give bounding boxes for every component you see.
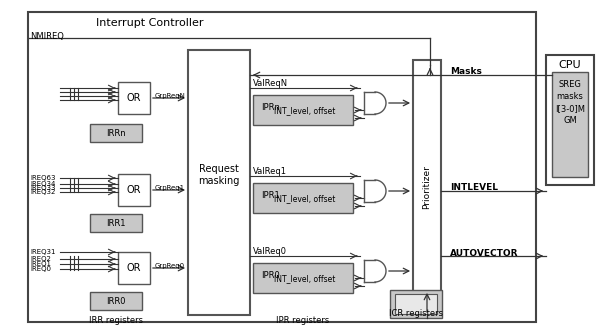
- Text: OR: OR: [127, 93, 141, 103]
- Text: IREQ1: IREQ1: [30, 261, 51, 267]
- Bar: [395, 294, 437, 314]
- Text: CPU: CPU: [559, 60, 581, 70]
- Text: IPR registers: IPR registers: [277, 316, 329, 325]
- Text: GrpReq1: GrpReq1: [155, 185, 185, 191]
- Text: SREG: SREG: [559, 80, 581, 89]
- Text: ValReq1: ValReq1: [253, 167, 287, 176]
- Text: ValReqN: ValReqN: [253, 79, 288, 89]
- Polygon shape: [364, 92, 386, 114]
- Text: GrpReqN: GrpReqN: [155, 93, 186, 99]
- Text: Interrupt Controller: Interrupt Controller: [96, 18, 204, 28]
- Text: GM: GM: [563, 116, 577, 125]
- Text: IPRn: IPRn: [261, 103, 280, 112]
- Text: OR: OR: [127, 263, 141, 273]
- Bar: [253, 95, 353, 125]
- Text: INT_level, offset: INT_level, offset: [274, 275, 335, 284]
- Bar: [118, 174, 150, 206]
- Bar: [118, 252, 150, 284]
- Text: INTLEVEL: INTLEVEL: [450, 183, 498, 192]
- Bar: [253, 183, 353, 213]
- Bar: [28, 12, 536, 322]
- Text: masks: masks: [557, 92, 583, 101]
- Polygon shape: [364, 180, 386, 202]
- Text: OR: OR: [127, 185, 141, 195]
- Bar: [188, 50, 250, 315]
- Text: IPR1: IPR1: [261, 191, 280, 200]
- Polygon shape: [364, 260, 386, 282]
- Text: Prioritizer: Prioritizer: [422, 165, 431, 209]
- Bar: [390, 290, 442, 318]
- Text: IREQ32: IREQ32: [30, 189, 55, 195]
- Text: Masks: Masks: [450, 67, 482, 76]
- Text: IREQ34: IREQ34: [30, 181, 55, 187]
- Text: IREQ0: IREQ0: [30, 266, 51, 272]
- Text: IRR registers: IRR registers: [89, 316, 143, 325]
- Bar: [552, 72, 588, 177]
- Text: IPR0: IPR0: [261, 271, 280, 280]
- Text: Request
masking: Request masking: [199, 164, 239, 186]
- Text: NMIREQ: NMIREQ: [30, 31, 64, 40]
- Bar: [253, 263, 353, 293]
- Bar: [90, 292, 142, 310]
- Bar: [413, 60, 441, 315]
- Text: ICR registers: ICR registers: [389, 309, 443, 318]
- Bar: [546, 55, 594, 185]
- Text: ValReq0: ValReq0: [253, 247, 287, 257]
- Text: I[3-0]M: I[3-0]M: [555, 104, 585, 113]
- Text: IRRn: IRRn: [106, 129, 126, 138]
- Text: IREQ31: IREQ31: [30, 249, 56, 255]
- Text: IRR1: IRR1: [106, 218, 126, 227]
- Bar: [118, 82, 150, 114]
- Bar: [90, 124, 142, 142]
- Text: INT_level, offset: INT_level, offset: [274, 107, 335, 116]
- Text: INT_level, offset: INT_level, offset: [274, 194, 335, 203]
- Text: IRR0: IRR0: [106, 297, 126, 306]
- Text: GrpReq0: GrpReq0: [155, 263, 185, 269]
- Text: IREQ63: IREQ63: [30, 175, 56, 181]
- Text: IREQ33: IREQ33: [30, 185, 56, 191]
- Text: IREQ2: IREQ2: [30, 256, 51, 262]
- Text: AUTOVECTOR: AUTOVECTOR: [450, 248, 518, 258]
- Bar: [90, 214, 142, 232]
